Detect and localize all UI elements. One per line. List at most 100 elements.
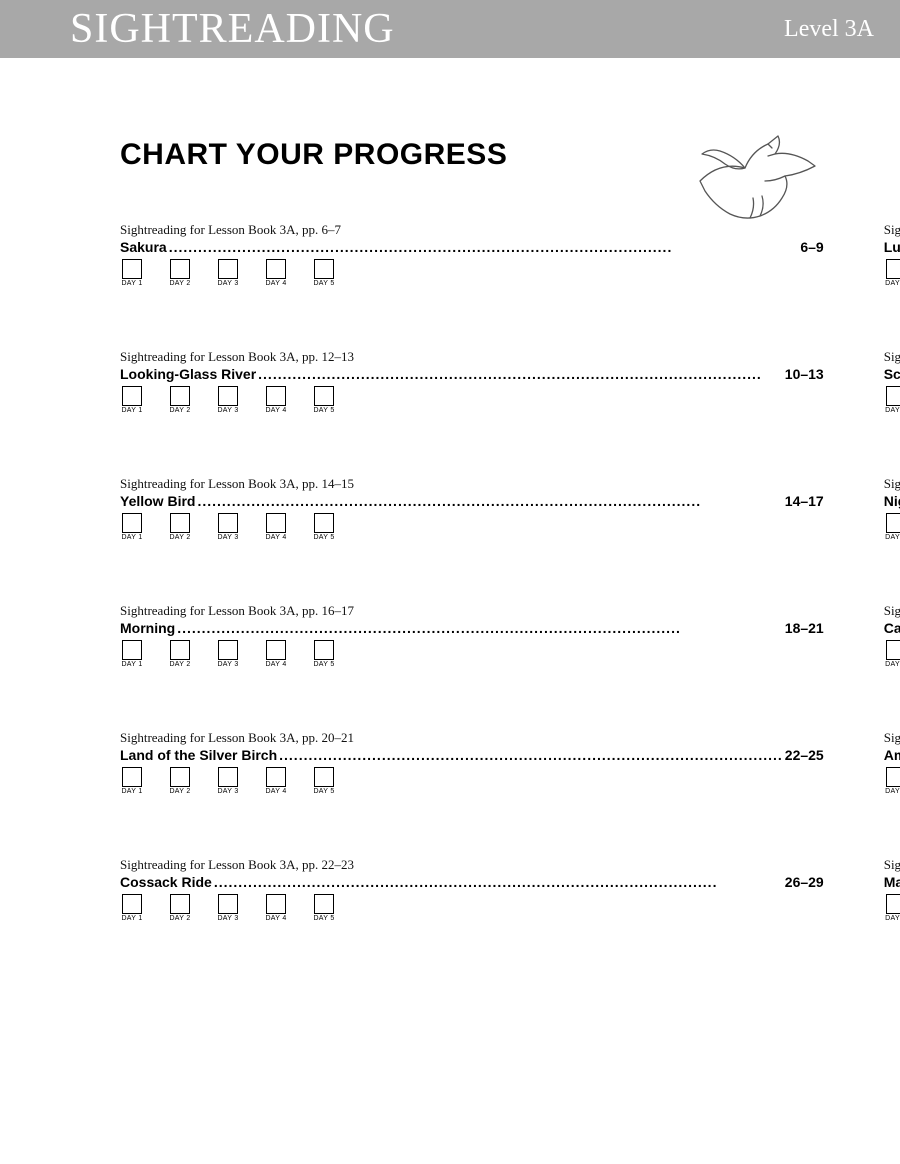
days-row: DAY 1DAY 2DAY 3DAY 4DAY 5 [120, 894, 824, 922]
right-column: Sightreading for Lesson Book 3A, pp. 24–… [884, 222, 900, 984]
leader-dots [197, 493, 782, 509]
entry-reference: Sightreading for Lesson Book 3A, pp. 24–… [884, 222, 900, 238]
day-label: DAY 3 [217, 280, 238, 287]
day-cell: DAY 4 [264, 513, 288, 541]
day-checkbox[interactable] [314, 767, 334, 787]
day-label: DAY 5 [313, 661, 334, 668]
day-checkbox[interactable] [266, 767, 286, 787]
day-checkbox[interactable] [886, 767, 900, 787]
leader-dots [177, 620, 783, 636]
day-label: DAY 2 [169, 280, 190, 287]
day-checkbox[interactable] [218, 259, 238, 279]
day-cell: DAY 1 [884, 259, 900, 287]
entry-reference: Sightreading for Lesson Book 3A, pp. 22–… [120, 857, 824, 873]
day-checkbox[interactable] [886, 259, 900, 279]
entry-pages: 22–25 [785, 747, 824, 763]
day-checkbox[interactable] [266, 513, 286, 533]
day-checkbox[interactable] [314, 894, 334, 914]
progress-entry: Sightreading for Lesson Book 3A, p. 39Ma… [884, 857, 900, 922]
day-checkbox[interactable] [218, 894, 238, 914]
day-checkbox[interactable] [314, 386, 334, 406]
entry-pages: 14–17 [785, 493, 824, 509]
leader-dots [258, 366, 783, 382]
day-checkbox[interactable] [266, 386, 286, 406]
entry-title-row: March Slav52–55 [884, 874, 900, 890]
days-row: DAY 1DAY 2DAY 3DAY 4DAY 5 [884, 259, 900, 287]
day-label: DAY 4 [265, 534, 286, 541]
day-checkbox[interactable] [122, 894, 142, 914]
progress-columns: Sightreading for Lesson Book 3A, pp. 6–7… [120, 222, 840, 984]
day-checkbox[interactable] [170, 640, 190, 660]
day-checkbox[interactable] [266, 894, 286, 914]
day-checkbox[interactable] [886, 386, 900, 406]
day-cell: DAY 2 [168, 513, 192, 541]
entry-title: Scarborough Fair [884, 366, 900, 382]
day-checkbox[interactable] [218, 767, 238, 787]
entry-pages: 18–21 [785, 620, 824, 636]
day-checkbox[interactable] [266, 259, 286, 279]
day-checkbox[interactable] [218, 513, 238, 533]
day-cell: DAY 1 [884, 640, 900, 668]
day-checkbox[interactable] [170, 894, 190, 914]
day-checkbox[interactable] [886, 513, 900, 533]
day-checkbox[interactable] [122, 513, 142, 533]
day-cell: DAY 5 [312, 640, 336, 668]
day-label: DAY 3 [217, 788, 238, 795]
day-checkbox[interactable] [122, 386, 142, 406]
entry-title: Yellow Bird [120, 493, 195, 509]
day-checkbox[interactable] [170, 767, 190, 787]
day-cell: DAY 1 [884, 386, 900, 414]
entry-title: Night of the Tarantella [884, 493, 900, 509]
progress-entry: Sightreading for Lesson Book 3A, p. 27Sc… [884, 349, 900, 414]
day-checkbox[interactable] [314, 513, 334, 533]
progress-entry: Sightreading for Lesson Book 3A, pp. 6–7… [120, 222, 824, 287]
entry-title: Looking-Glass River [120, 366, 256, 382]
day-checkbox[interactable] [122, 259, 142, 279]
day-checkbox[interactable] [886, 640, 900, 660]
entry-pages: 26–29 [785, 874, 824, 890]
entry-pages: 10–13 [785, 366, 824, 382]
entry-title: Amazing Grace [884, 747, 900, 763]
day-label: DAY 1 [121, 661, 142, 668]
day-label: DAY 1 [121, 534, 142, 541]
days-row: DAY 1DAY 2DAY 3DAY 4DAY 5 [120, 767, 824, 795]
entry-title-row: Looking-Glass River 10–13 [120, 366, 824, 382]
progress-entry: Sightreading for Lesson Book 3A, pp. 20–… [120, 730, 824, 795]
day-cell: DAY 2 [168, 259, 192, 287]
entry-reference: Sightreading for Lesson Book 3A, pp. 20–… [120, 730, 824, 746]
day-label: DAY 1 [121, 788, 142, 795]
day-checkbox[interactable] [170, 259, 190, 279]
day-checkbox[interactable] [122, 640, 142, 660]
day-label: DAY 2 [169, 407, 190, 414]
leader-dots [214, 874, 783, 890]
entry-title-row: Lunar Eclipse30–33 [884, 239, 900, 255]
day-checkbox[interactable] [314, 259, 334, 279]
day-label: DAY 1 [885, 915, 900, 922]
progress-entry: Sightreading for Lesson Book 3A, pp. 24–… [884, 222, 900, 287]
days-row: DAY 1DAY 2DAY 3DAY 4DAY 5 [884, 386, 900, 414]
day-checkbox[interactable] [122, 767, 142, 787]
day-checkbox[interactable] [218, 640, 238, 660]
entry-reference: Sightreading for Lesson Book 3A, pp. 36–… [884, 730, 900, 746]
leader-dots [169, 239, 799, 255]
day-label: DAY 5 [313, 788, 334, 795]
day-cell: DAY 1 [884, 767, 900, 795]
day-label: DAY 5 [313, 280, 334, 287]
day-checkbox[interactable] [170, 386, 190, 406]
day-checkbox[interactable] [886, 894, 900, 914]
day-cell: DAY 4 [264, 386, 288, 414]
day-checkbox[interactable] [170, 513, 190, 533]
entry-reference: Sightreading for Lesson Book 3A, pp. 32–… [884, 476, 900, 492]
day-label: DAY 1 [885, 407, 900, 414]
days-row: DAY 1DAY 2DAY 3DAY 4DAY 5 [120, 640, 824, 668]
day-checkbox[interactable] [266, 640, 286, 660]
day-checkbox[interactable] [314, 640, 334, 660]
day-checkbox[interactable] [218, 386, 238, 406]
entry-pages: 6–9 [800, 239, 823, 255]
days-row: DAY 1DAY 2DAY 3DAY 4DAY 5 [884, 767, 900, 795]
left-column: Sightreading for Lesson Book 3A, pp. 6–7… [120, 222, 824, 984]
day-cell: DAY 3 [216, 640, 240, 668]
entry-title-row: Scarborough Fair34–37 [884, 366, 900, 382]
progress-entry: Sightreading for Lesson Book 3A, pp. 14–… [120, 476, 824, 541]
day-label: DAY 2 [169, 788, 190, 795]
